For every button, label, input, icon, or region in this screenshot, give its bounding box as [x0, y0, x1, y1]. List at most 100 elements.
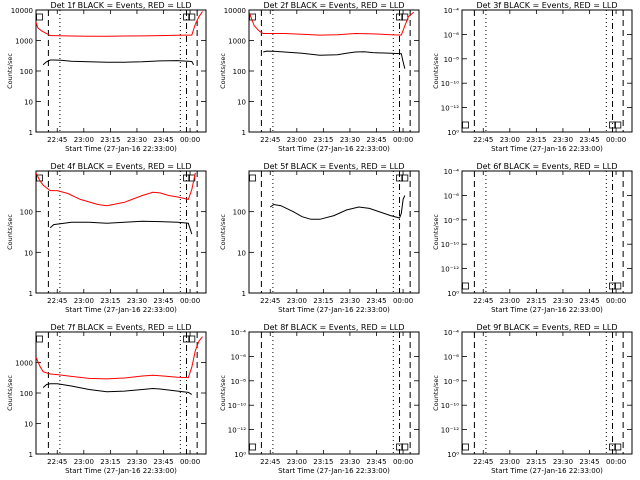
x-tick-label: 23:15 [526, 458, 546, 466]
x-tick-label: 22:45 [47, 136, 67, 144]
x-axis-label: Start Time (27-Jan-16 22:33:00) [65, 145, 177, 153]
y-axis-label: Counts/sec [219, 214, 227, 250]
y-tick-label: 10⁻⁶ [444, 192, 460, 200]
y-tick-label: 1000 [228, 38, 246, 46]
x-tick-label: 23:45 [579, 297, 599, 305]
x-tick-label: 23:45 [366, 136, 386, 144]
panel-2: Det 2f BLACK = Events, RED = LLD Counts/s… [219, 1, 420, 153]
y-tick-label: 10⁻¹² [441, 105, 459, 113]
y-tick-label: 10 [24, 249, 33, 257]
x-tick-label: 23:00 [500, 458, 520, 466]
y-tick-label: 10⁻⁶ [231, 353, 247, 361]
plot-frame [248, 170, 420, 294]
y-tick-label: 10⁻⁸ [444, 217, 460, 225]
y-tick-label: 10⁻⁴ [444, 329, 460, 337]
panel-title: Det 3f BLACK = Events, RED = LLD [476, 1, 617, 10]
x-axis-label: Start Time (27-Jan-16 22:33:00) [65, 467, 177, 475]
time-flag [36, 174, 43, 182]
time-flag [401, 443, 409, 451]
x-tick-label: 00:00 [393, 297, 413, 305]
time-flag [396, 174, 403, 182]
y-tick-label: 10⁻¹⁰ [228, 402, 246, 410]
y-tick-label: 10⁻⁴ [231, 329, 247, 337]
y-tick-label: 10 [237, 99, 246, 107]
y-axis-label: Counts/sec [6, 53, 14, 89]
x-tick-label: 00:00 [180, 136, 200, 144]
x-tick-label: 23:15 [313, 297, 333, 305]
y-axis-label: Counts/sec [432, 214, 440, 250]
x-tick-label: 00:00 [180, 458, 200, 466]
x-tick-label: 22:45 [473, 297, 493, 305]
panel-8: Det 8f BLACK = Events, RED = LLD Counts/s… [219, 323, 420, 475]
panel-3: Det 3f BLACK = Events, RED = LLD Counts/s… [432, 1, 633, 153]
time-flag [36, 13, 43, 21]
x-tick-label: 23:45 [579, 136, 599, 144]
x-tick-label: 23:00 [74, 136, 94, 144]
x-tick-label: 23:30 [340, 136, 360, 144]
x-tick-label: 22:45 [260, 136, 280, 144]
x-tick-label: 23:15 [100, 458, 120, 466]
x-tick-label: 23:45 [366, 458, 386, 466]
y-tick-label: 100 [233, 68, 246, 76]
time-flag [462, 282, 469, 290]
panel-4: Det 4f BLACK = Events, RED = LLD Counts/s… [6, 162, 207, 314]
time-flag [401, 174, 409, 182]
x-tick-label: 23:15 [526, 136, 546, 144]
x-tick-label: 23:30 [553, 136, 573, 144]
y-axis-label: Counts/sec [432, 375, 440, 411]
y-tick-label: 1 [29, 129, 33, 137]
panel-7: Det 7f BLACK = Events, RED = LLD Counts/s… [6, 323, 207, 475]
series-red [249, 11, 415, 36]
x-tick-label: 23:45 [153, 136, 173, 144]
x-tick-label: 23:00 [500, 136, 520, 144]
y-tick-label: 10000 [224, 7, 246, 15]
series-black [270, 195, 406, 220]
x-tick-label: 00:00 [606, 136, 626, 144]
x-tick-label: 23:15 [526, 297, 546, 305]
x-tick-label: 22:45 [473, 458, 493, 466]
y-tick-label: 100 [20, 68, 33, 76]
x-tick-label: 23:00 [287, 297, 307, 305]
time-flag [188, 13, 196, 21]
x-tick-label: 22:45 [260, 297, 280, 305]
time-flag [609, 443, 616, 451]
series-red [36, 336, 203, 380]
x-tick-label: 23:30 [127, 458, 147, 466]
time-flag [183, 13, 190, 21]
y-tick-label: 1000 [15, 38, 33, 46]
time-flag [396, 13, 403, 21]
x-tick-label: 00:00 [606, 458, 626, 466]
x-tick-label: 23:00 [287, 136, 307, 144]
x-tick-label: 00:00 [393, 136, 413, 144]
time-flag [188, 174, 196, 182]
y-tick-label: 1 [29, 451, 33, 459]
y-axis-label: Counts/sec [6, 375, 14, 411]
x-tick-label: 23:45 [366, 297, 386, 305]
panel-title: Det 2f BLACK = Events, RED = LLD [263, 1, 404, 10]
x-tick-label: 23:45 [153, 297, 173, 305]
plot-frame [248, 331, 420, 455]
y-tick-label: 100 [233, 209, 246, 217]
series-red [36, 172, 196, 207]
plot-frame [461, 9, 633, 133]
panel-6: Det 6f BLACK = Events, RED = LLD Counts/s… [432, 162, 633, 314]
x-tick-label: 23:30 [553, 297, 573, 305]
plot-frame [35, 170, 207, 294]
panel-title: Det 4f BLACK = Events, RED = LLD [50, 162, 191, 171]
x-tick-label: 23:00 [287, 458, 307, 466]
plot-frame [461, 331, 633, 455]
time-flag [614, 121, 622, 129]
time-flag [249, 174, 256, 182]
x-tick-label: 23:00 [74, 458, 94, 466]
y-tick-label: 10⁰ [447, 129, 459, 137]
time-flag [36, 335, 43, 343]
time-flag [462, 443, 469, 451]
series-black [49, 220, 193, 235]
y-tick-label: 10⁻¹² [441, 266, 459, 274]
x-axis-label: Start Time (27-Jan-16 22:33:00) [491, 145, 603, 153]
y-tick-label: 1 [242, 129, 246, 137]
y-tick-label: 10⁻¹⁰ [441, 402, 459, 410]
y-tick-label: 10⁻¹⁰ [441, 241, 459, 249]
series-red [36, 11, 203, 37]
